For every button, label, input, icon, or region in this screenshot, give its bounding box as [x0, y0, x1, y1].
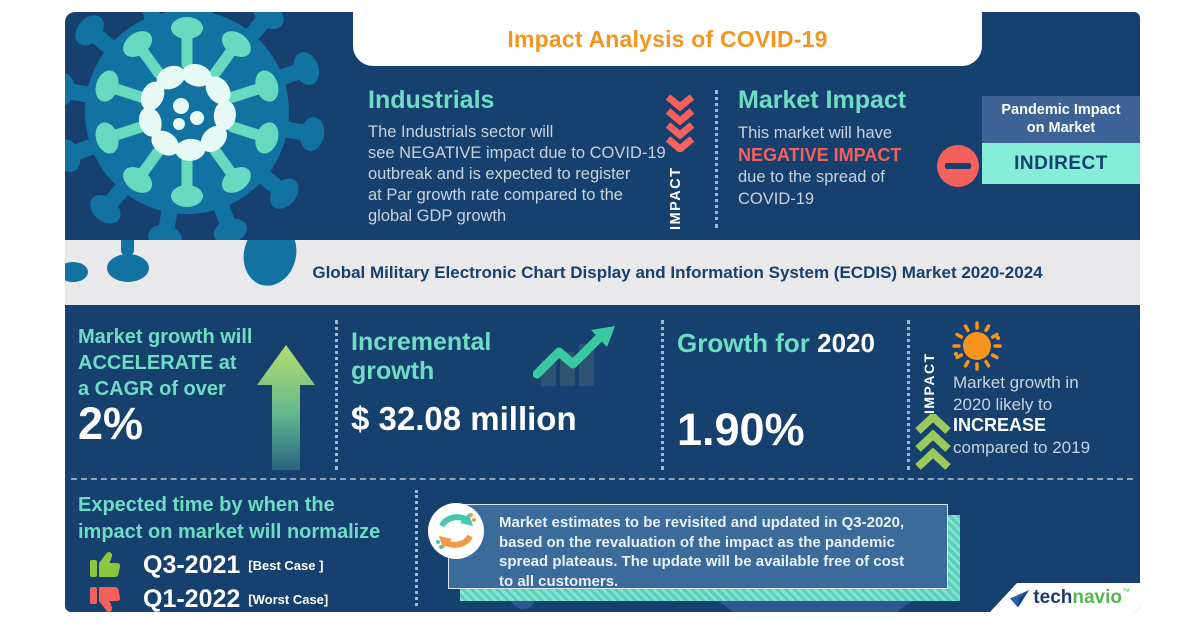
market-impact-heading: Market Impact — [738, 86, 907, 114]
sector-description: The Industrials sector will see NEGATIVE… — [368, 123, 666, 225]
best-case-row: Q3-2021 [Best Case ] — [89, 550, 323, 580]
title-bar: Impact Analysis of COVID-19 — [353, 12, 982, 66]
worst-case-value: Q1-2022 — [143, 584, 241, 613]
market-impact-description: This market will have NEGATIVE IMPACT du… — [738, 124, 902, 208]
worst-case-label: [Worst Case] — [248, 591, 329, 607]
technavio-arrow-icon — [1010, 589, 1030, 607]
market-title: Global Military Electronic Chart Display… — [312, 262, 1043, 282]
divider-vertical — [715, 90, 718, 228]
market-title-band: Global Military Electronic Chart Display… — [65, 240, 1140, 305]
growth-2020-label: Growth for 2020 — [677, 328, 875, 358]
page-title: Impact Analysis of COVID-19 — [507, 25, 828, 52]
virus-panel — [65, 12, 357, 240]
divider-vertical — [661, 320, 664, 470]
thumbs-down-icon — [90, 587, 121, 612]
update-note-box: Market estimates to be revisited and upd… — [448, 504, 948, 590]
chevrons-up-icon — [915, 414, 951, 470]
growth-arrow-up-icon — [257, 345, 315, 470]
brand-trademark: ™ — [1122, 586, 1130, 596]
logo-notch: tech navio ™ — [990, 583, 1140, 612]
pandemic-box-header: Pandemic Impact on Market — [982, 96, 1140, 143]
worst-case-row: Q1-2022 [Worst Case] — [89, 584, 328, 612]
normalize-heading: Expected time by when the impact on mark… — [78, 494, 381, 543]
incremental-growth-value: $ 32.08 million — [351, 400, 577, 437]
negative-impact-text: NEGATIVE IMPACT — [738, 145, 902, 165]
pandemic-impact-value: INDIRECT — [982, 143, 1140, 184]
virus-spikes-decoration — [65, 240, 297, 286]
best-case-label: [Best Case ] — [248, 557, 324, 573]
divider-vertical — [415, 490, 418, 606]
growth-2020-year: 2020 — [817, 328, 875, 358]
sector-impact-label: IMPACT — [668, 166, 684, 230]
brand-text-tech: tech — [1033, 586, 1073, 608]
increase-text: INCREASE — [953, 415, 1047, 435]
coronavirus-icon — [65, 12, 357, 240]
divider-horizontal-dashed — [71, 478, 1133, 480]
outlook-description: Market growth in 2020 likely to INCREASE… — [953, 373, 1091, 457]
cagr-value: 2% — [78, 398, 144, 449]
technavio-logo: tech navio ™ — [1010, 586, 1130, 608]
growth-2020-value: 1.90% — [677, 404, 805, 455]
main-card: Impact Analysis of COVID-19 Industrials … — [65, 12, 1140, 612]
brand-text-navio: navio — [1072, 586, 1122, 608]
thumbs-up-icon — [90, 552, 121, 577]
sector-heading: Industrials — [368, 86, 495, 114]
divider-vertical — [335, 320, 338, 470]
incremental-growth-heading: Incremental growth — [351, 328, 492, 385]
refresh-icon — [428, 503, 484, 559]
outlook-impact-label: IMPACT — [921, 352, 937, 414]
minus-circle-icon — [937, 145, 979, 187]
cagr-heading: Market growth will ACCELERATE at a CAGR … — [78, 326, 253, 400]
chevrons-down-icon — [665, 94, 695, 152]
best-case-value: Q3-2021 — [143, 550, 241, 579]
trend-up-chart-icon — [533, 326, 615, 386]
virus-sun-icon — [952, 321, 1002, 371]
pandemic-impact-box: Pandemic Impact on Market INDIRECT — [982, 96, 1140, 184]
divider-vertical — [907, 320, 910, 470]
